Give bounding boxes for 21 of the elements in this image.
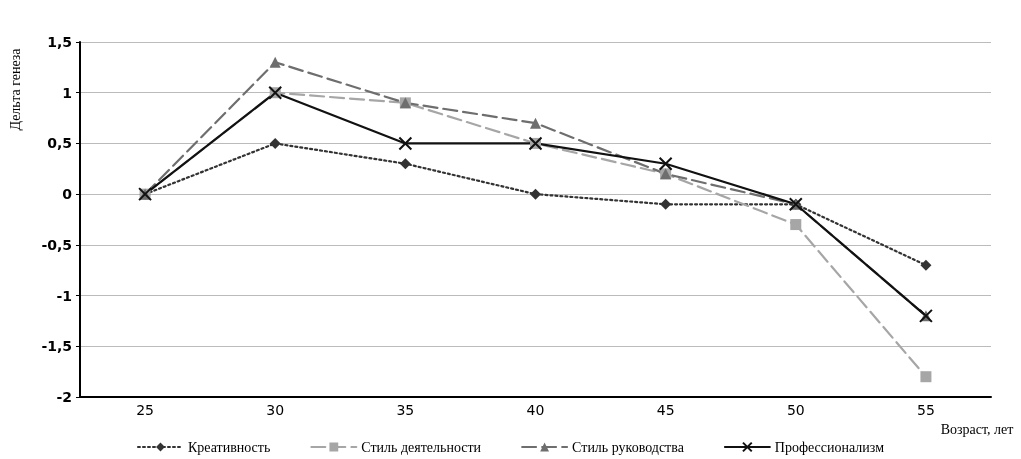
y-tick-label: 0 — [62, 186, 73, 203]
x-tick-label: 55 — [917, 402, 935, 418]
y-tick-label: -1,5 — [41, 338, 72, 355]
y-tick-label: -0,5 — [41, 236, 72, 253]
x-tick-label: 45 — [656, 402, 675, 418]
y-tick-label: 1,5 — [47, 34, 72, 50]
legend-label: Стиль деятельности — [361, 439, 482, 455]
y-tick-label: -2 — [56, 389, 72, 405]
x-axis-title: Возраст, лет — [940, 421, 1014, 437]
y-tick-label: -1 — [56, 287, 72, 304]
legend-label: Стиль руководства — [572, 439, 685, 455]
legend-label: Профессионализм — [774, 439, 885, 455]
x-tick-label: 50 — [786, 402, 805, 418]
legend-label: Креативность — [187, 439, 271, 455]
y-tick-label: 1 — [62, 84, 72, 101]
x-tick-label: 35 — [396, 402, 415, 418]
x-tick-label: 25 — [136, 402, 154, 418]
y-tick-label: 0,5 — [47, 135, 72, 152]
y-axis-title: Дельта генеза — [7, 47, 23, 131]
x-tick-label: 30 — [266, 402, 285, 418]
x-tick-label: 40 — [526, 402, 545, 418]
